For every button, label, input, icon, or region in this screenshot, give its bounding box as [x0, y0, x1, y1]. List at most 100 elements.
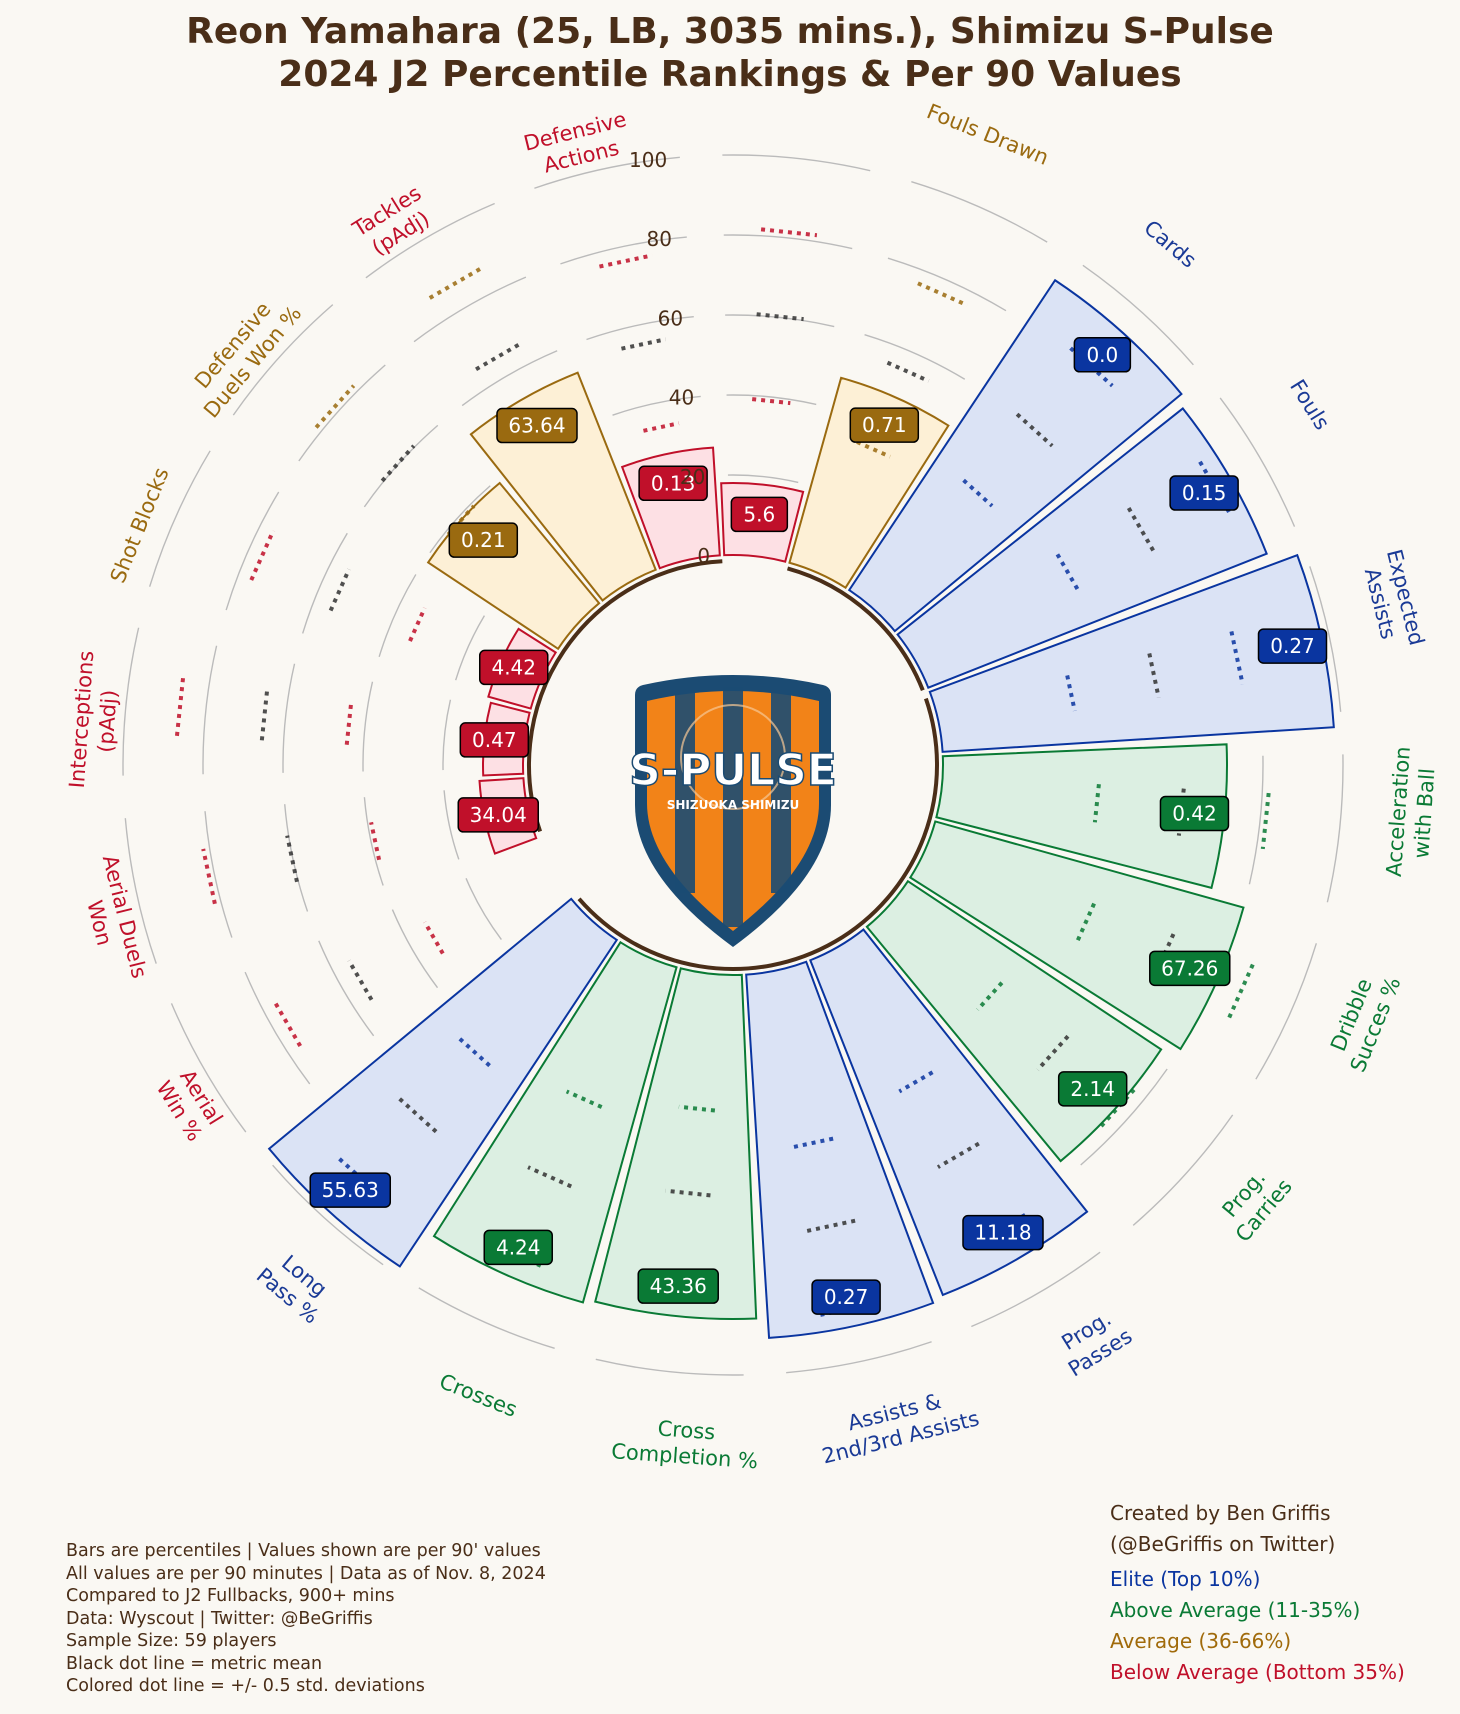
grid-arc: [586, 316, 694, 341]
value-box: [811, 1279, 881, 1315]
grid-arc: [301, 532, 348, 634]
grid-arc: [443, 790, 460, 860]
metric-label: Interceptions(pAdj): [65, 650, 122, 789]
value-label: 0.42: [1172, 802, 1217, 826]
value-label: 2.14: [1070, 1077, 1115, 1101]
reference-dot-line: [1055, 553, 1080, 591]
bar-5: [935, 743, 1228, 890]
credit-and-legend: Created by Ben Griffis (@BeGriffis on Tw…: [1110, 1498, 1405, 1688]
value-label: 0.13: [651, 471, 696, 495]
logo-name: S-PULSE: [629, 745, 837, 796]
radial-tick-label: 80: [647, 227, 672, 251]
reference-dot-line: [1015, 412, 1054, 448]
value-box: [478, 649, 549, 686]
value-label: 0.27: [824, 1285, 869, 1309]
grid-arc: [298, 364, 386, 462]
grid-arc: [378, 574, 417, 658]
metric-label-line: (pAdj): [93, 689, 121, 753]
reference-dot-line: [328, 568, 351, 612]
metric-label: Fouls: [1285, 375, 1334, 434]
grid-arc: [971, 1251, 1101, 1328]
reference-dot-line: [856, 440, 891, 459]
grid-arc: [1219, 397, 1296, 527]
metric-label-line: with Ball: [1409, 768, 1439, 860]
value-box: [1159, 795, 1230, 832]
reference-dot-line: [565, 1089, 603, 1109]
grid-arc: [124, 818, 157, 964]
legend-below-average: Below Average (Bottom 35%): [1110, 1660, 1405, 1684]
credit-line-1: Created by Ben Griffis: [1110, 1501, 1331, 1525]
grid-arc: [1255, 943, 1318, 1080]
footnote-line: Data: Wyscout | Twitter: @BeGriffis: [66, 1608, 373, 1629]
reference-dot-line: [527, 1165, 573, 1189]
reference-dot-line: [201, 848, 217, 905]
grid-arc: [1082, 264, 1194, 366]
value-box: [1057, 1071, 1128, 1107]
grid-arc: [1309, 566, 1342, 712]
grid-arc: [391, 909, 439, 989]
metric-label-line: Shot Blocks: [106, 464, 174, 586]
grid-arc: [363, 424, 439, 508]
grid-arc: [612, 395, 701, 416]
grid-arc: [244, 971, 311, 1085]
reference-dot-line: [793, 1136, 834, 1149]
reference-dot-line: [751, 397, 791, 406]
metric-label: Tackles(pAdj): [348, 181, 434, 260]
bar-9: [745, 960, 935, 1339]
grid-arc: [1326, 754, 1344, 903]
metric-label-line: Interceptions: [65, 650, 99, 789]
grid-arc: [284, 804, 309, 912]
value-box: [1169, 475, 1239, 511]
grid-arc: [148, 450, 211, 587]
metric-label: Cards: [1139, 216, 1200, 273]
metric-label: Assists &2nd/3rd Assists: [820, 1389, 982, 1468]
reference-dot-line: [643, 421, 680, 433]
grid-arc: [911, 180, 1048, 243]
radial-tick-label: 0: [697, 544, 710, 568]
value-label: 0.27: [1270, 634, 1315, 658]
value-label: 63.64: [508, 414, 565, 438]
grid-arc: [560, 236, 687, 265]
bar-10: [594, 967, 758, 1320]
reference-dot-line: [962, 478, 994, 508]
footnote-line: All values are per 90 minutes | Data as …: [66, 1563, 546, 1584]
legend-above-average: Above Average (11-35%): [1110, 1598, 1361, 1622]
value-label: 4.42: [491, 655, 536, 679]
grid-arc: [887, 257, 1007, 312]
metric-label-line: Cards: [1139, 216, 1200, 273]
reference-dot-line: [347, 959, 374, 1001]
value-label: 43.36: [650, 1274, 707, 1298]
radial-tick-label: 60: [658, 306, 683, 330]
value-label: 67.26: [1161, 956, 1218, 980]
reference-dot-line: [621, 337, 666, 351]
reference-dot-line: [1036, 1034, 1070, 1072]
reference-dot-line: [174, 677, 186, 737]
bar-4: [928, 553, 1335, 753]
grid-arc: [455, 615, 486, 681]
reference-dot-line: [976, 981, 1004, 1011]
inner-rim-arc: [786, 566, 925, 691]
value-box: [638, 465, 708, 502]
reference-dot-line: [428, 267, 482, 300]
grid-arc: [723, 234, 853, 250]
inner-rim-arc: [527, 559, 723, 833]
reference-dot-line: [1092, 783, 1101, 823]
reference-dot-line: [314, 384, 356, 429]
reference-dot-line: [886, 360, 930, 383]
reference-dot-line: [285, 835, 299, 883]
value-box: [849, 407, 920, 443]
value-box: [483, 1229, 553, 1266]
bar-8: [809, 928, 1089, 1297]
chart-title: Reon Yamahara (25, LB, 3035 mins.), Shim…: [0, 10, 1460, 96]
grid-arc: [204, 811, 233, 938]
reference-dot-line: [344, 704, 353, 745]
reference-dot-line: [1065, 675, 1077, 712]
reference-dot-line: [249, 529, 276, 581]
reference-dot-line: [599, 253, 653, 269]
value-box: [637, 1268, 719, 1304]
